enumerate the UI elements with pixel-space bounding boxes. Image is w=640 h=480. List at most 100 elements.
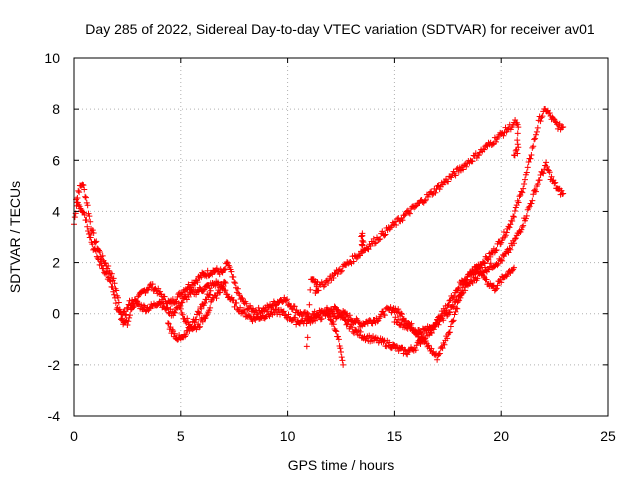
data-point [333, 328, 340, 335]
data-point [425, 342, 432, 349]
data-point [460, 166, 467, 173]
data-point [539, 113, 546, 120]
y-tick-label: 2 [52, 255, 60, 271]
data-point [358, 233, 365, 240]
data-point [221, 266, 228, 273]
data-point [123, 311, 130, 318]
data-point [157, 288, 164, 295]
data-point [424, 193, 431, 200]
data-point [133, 298, 140, 305]
data-point [398, 311, 405, 318]
x-axis-ticks: 0 5 10 15 20 25 [70, 58, 616, 444]
x-tick-label: 15 [387, 428, 403, 444]
data-point [511, 240, 518, 247]
data-point [492, 286, 499, 293]
data-point [421, 336, 428, 343]
data-point [341, 316, 348, 323]
data-point [404, 351, 411, 358]
y-tick-label: 6 [52, 152, 60, 168]
data-point [179, 299, 186, 306]
data-point [124, 305, 131, 312]
data-point [255, 304, 262, 311]
y-tick-label: 8 [52, 101, 60, 117]
data-point [118, 315, 125, 322]
data-point [158, 299, 165, 306]
data-point [102, 260, 109, 267]
data-point [533, 128, 540, 135]
data-point [468, 278, 475, 285]
data-point [271, 309, 278, 316]
data-point [524, 164, 531, 171]
plot-frame [73, 57, 609, 417]
data-point [484, 256, 491, 263]
data-point [80, 182, 87, 189]
data-point [124, 322, 131, 329]
data-point [421, 197, 428, 204]
data-point [532, 135, 539, 142]
data-point [99, 252, 106, 259]
data-point [436, 316, 443, 323]
data-point [540, 170, 547, 177]
data-point [198, 305, 205, 312]
data-point [489, 283, 496, 290]
data-point [406, 210, 413, 217]
data-point [454, 305, 461, 312]
data-point [451, 293, 458, 300]
data-point [117, 316, 124, 323]
data-point [149, 281, 156, 288]
data-point [284, 296, 291, 303]
data-point [92, 246, 99, 253]
data-point [182, 331, 189, 338]
data-point [543, 159, 550, 166]
data-point [530, 191, 537, 198]
data-point [83, 216, 90, 223]
data-point [374, 318, 381, 325]
data-point [106, 277, 113, 284]
data-point [169, 296, 176, 303]
x-tick-label: 10 [280, 428, 296, 444]
data-point [452, 308, 459, 315]
data-point [307, 286, 314, 293]
data-point [338, 348, 344, 355]
data-point [453, 296, 460, 303]
data-point [81, 186, 88, 193]
data-point [444, 312, 451, 319]
data-point [196, 310, 203, 317]
data-point [303, 343, 310, 350]
data-point [371, 240, 378, 247]
data-point [510, 213, 517, 220]
data-point [311, 308, 318, 315]
data-point [534, 124, 541, 131]
data-point [514, 137, 521, 144]
data-point [532, 131, 539, 138]
data-point [511, 152, 518, 159]
data-point [521, 181, 528, 188]
y-axis-ticks: -4 -2 0 2 4 6 8 10 [44, 50, 608, 424]
data-point [434, 356, 441, 363]
data-point [500, 132, 507, 139]
data-point [448, 174, 455, 181]
data-point [485, 266, 492, 273]
data-point [185, 293, 192, 300]
data-point [233, 300, 240, 307]
data-point [194, 279, 201, 286]
data-point [395, 316, 402, 323]
data-point [138, 301, 145, 308]
data-point [518, 226, 525, 233]
data-point [325, 279, 332, 286]
data-point [539, 169, 546, 176]
data-point [105, 274, 112, 281]
data-point [463, 276, 470, 283]
data-point [353, 255, 360, 262]
data-point [110, 275, 117, 282]
data-point [462, 287, 469, 294]
data-point [359, 237, 366, 244]
data-point [429, 191, 436, 198]
data-point [449, 318, 456, 325]
data-point [292, 314, 299, 321]
data-point [480, 259, 487, 266]
data-point [519, 189, 526, 196]
data-point [317, 316, 324, 323]
data-point [392, 305, 399, 312]
data-point [499, 257, 506, 264]
